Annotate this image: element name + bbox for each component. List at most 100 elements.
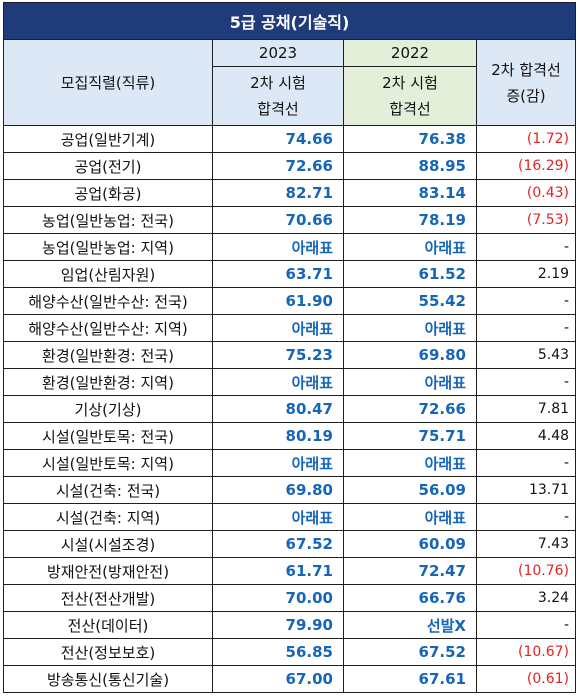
table-row: 해양수산(일반수산: 전국) 61.90 55.42- — [3, 287, 577, 315]
score-2022-cell: 66.76 — [343, 584, 477, 612]
score-2022-cell: 67.52 — [343, 638, 477, 666]
header-2023-line2: 합격선 — [257, 100, 299, 118]
position-name-cell: 시설(일반토목: 지역) — [3, 449, 213, 477]
header-diff-line2: 증(감) — [506, 86, 546, 105]
score-2023-cell: 61.71 — [212, 557, 344, 585]
table-row: 전산(정보보호) 56.85 67.52 (10.67) — [3, 638, 577, 666]
score-2022-cell: 아래표 — [343, 449, 477, 477]
position-name-cell: 해양수산(일반수산: 전국) — [3, 287, 213, 315]
header-2023-label: 2차 시험 합격선 — [212, 66, 344, 126]
score-diff-cell: 7.43 — [475, 530, 577, 558]
position-name-cell: 공업(일반기계) — [3, 125, 213, 153]
score-diff-cell: (1.72) — [475, 125, 577, 153]
score-diff-cell: - — [475, 233, 577, 261]
position-name-cell: 시설(일반토목: 전국) — [3, 422, 213, 450]
score-2023-cell: 79.90 — [212, 611, 344, 639]
header-2022-line2: 합격선 — [389, 100, 431, 118]
header-2022-label: 2차 시험 합격선 — [343, 66, 477, 126]
score-2022-cell: 아래표 — [343, 233, 477, 261]
score-2023-cell: 80.47 — [212, 395, 344, 423]
score-diff-cell: (10.67) — [475, 638, 577, 666]
score-2023-cell: 72.66 — [212, 152, 344, 180]
header-diff-line1: 2차 합격선 — [491, 60, 561, 79]
score-2023-cell: 80.19 — [212, 422, 344, 450]
score-2022-cell: 83.14 — [343, 179, 477, 207]
score-2023-cell: 56.85 — [212, 638, 344, 666]
score-2023-cell: 아래표 — [212, 314, 344, 342]
score-diff-cell: - — [475, 287, 577, 315]
score-diff-cell: 5.43 — [475, 341, 577, 369]
score-diff-cell: (7.53) — [475, 206, 577, 234]
position-name-cell: 시설(시설조경) — [3, 530, 213, 558]
score-2022-cell: 선발X — [343, 611, 477, 639]
position-name-cell: 전산(전산개발) — [3, 584, 213, 612]
header-2022-line1: 2차 시험 — [382, 74, 438, 92]
score-2022-cell: 60.09 — [343, 530, 477, 558]
score-2022-cell: 78.19 — [343, 206, 477, 234]
score-2023-cell: 69.80 — [212, 476, 344, 504]
score-diff-cell: (10.76) — [475, 557, 577, 585]
score-diff-cell: - — [475, 368, 577, 396]
score-diff-cell: (16.29) — [475, 152, 577, 180]
score-2023-cell: 70.66 — [212, 206, 344, 234]
position-name-cell: 전산(데이터) — [3, 611, 213, 639]
table-row: 환경(일반환경: 지역) 아래표 아래표 - — [3, 368, 577, 396]
header-diff: 2차 합격선 증(감) — [475, 39, 577, 126]
score-2022-cell: 72.66 — [343, 395, 477, 423]
score-2022-cell: 55.42 — [343, 287, 477, 315]
position-name-cell: 환경(일반환경: 전국) — [3, 341, 213, 369]
score-2023-cell: 70.00 — [212, 584, 344, 612]
score-2022-cell: 88.95 — [343, 152, 477, 180]
score-2022-cell: 72.47 — [343, 557, 477, 585]
score-2023-cell: 67.00 — [212, 665, 344, 693]
table-row: 시설(시설조경) 67.52 60.09 7.43 — [3, 530, 577, 558]
position-name-cell: 공업(전기) — [3, 152, 213, 180]
score-2022-cell: 아래표 — [343, 314, 477, 342]
score-2023-cell: 아래표 — [212, 233, 344, 261]
score-diff-cell: (0.61) — [475, 665, 577, 693]
header-row-years: 모집직렬(직류) 2023 2022 2차 합격선 증(감) — [3, 39, 577, 126]
score-2023-cell: 61.90 — [212, 287, 344, 315]
header-row-sub: 2차 시험 합격선 2차 시험 합격선 — [4, 66, 576, 126]
score-diff-cell: 4.48 — [475, 422, 577, 450]
score-diff-cell: - — [475, 611, 577, 639]
table-row: 공업(일반기계) 74.66 76.38 (1.72) — [3, 125, 577, 153]
position-name-cell: 환경(일반환경: 지역) — [3, 368, 213, 396]
table-row: 환경(일반환경: 전국) 75.23 69.80 5.43 — [3, 341, 577, 369]
position-name-cell: 공업(화공) — [3, 179, 213, 207]
table-row: 공업(화공) 82.71 83.14 (0.43) — [3, 179, 577, 207]
score-2023-cell: 63.71 — [212, 260, 344, 288]
score-2022-cell: 67.61 — [343, 665, 477, 693]
table-row: 기상(기상) 80.47 72.66 7.81 — [3, 395, 577, 423]
score-2023-cell: 아래표 — [212, 503, 344, 531]
table-title: 5급 공채(기술직) — [2, 2, 577, 40]
score-diff-cell: 13.71 — [475, 476, 577, 504]
score-2022-cell: 61.52 — [343, 260, 477, 288]
position-name-cell: 시설(건축: 전국) — [3, 476, 213, 504]
score-2022-cell: 아래표 — [343, 503, 477, 531]
position-name-cell: 전산(정보보호) — [3, 638, 213, 666]
header-year-2022: 2022 — [343, 39, 477, 67]
score-diff-cell: (0.43) — [475, 179, 577, 207]
title-row: 5급 공채(기술직) — [2, 2, 577, 40]
score-2022-cell: 75.71 — [343, 422, 477, 450]
score-2022-cell: 56.09 — [343, 476, 477, 504]
header-position: 모집직렬(직류) — [3, 39, 213, 126]
position-name-cell: 해양수산(일반수산: 지역) — [3, 314, 213, 342]
score-diff-cell: 3.24 — [475, 584, 577, 612]
position-name-cell: 방재안전(방재안전) — [3, 557, 213, 585]
table-row: 방송통신(통신기술) 67.00 67.61 (0.61) — [3, 665, 577, 693]
table-row: 시설(건축: 전국) 69.80 56.09 13.71 — [3, 476, 577, 504]
header-year-2023: 2023 — [212, 39, 344, 67]
position-name-cell: 시설(건축: 지역) — [3, 503, 213, 531]
table-row: 시설(건축: 지역) 아래표 아래표 - — [3, 503, 577, 531]
table-row: 전산(데이터) 79.90 선발X - — [3, 611, 577, 639]
position-name-cell: 농업(일반농업: 지역) — [3, 233, 213, 261]
position-name-cell: 기상(기상) — [3, 395, 213, 423]
table-row: 전산(전산개발) 70.00 66.76 3.24 — [3, 584, 577, 612]
table-row: 공업(전기) 72.66 88.95 (16.29) — [3, 152, 577, 180]
score-2022-cell: 아래표 — [343, 368, 477, 396]
table-body: 공업(일반기계) 74.66 76.38 (1.72) 공업(전기) 72.66 88.95… — [3, 125, 577, 693]
score-2022-cell: 76.38 — [343, 125, 477, 153]
